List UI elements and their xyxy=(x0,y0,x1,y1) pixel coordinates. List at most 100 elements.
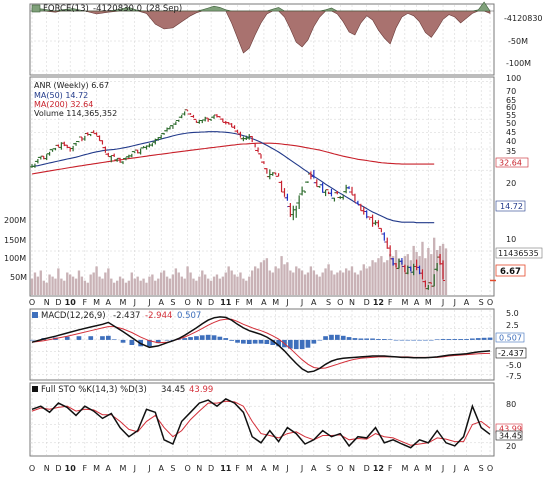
sto-k-tag-text: 34.45 xyxy=(499,432,522,441)
volume-tick-200m: 200M xyxy=(4,216,26,225)
volume-bar xyxy=(145,282,148,295)
volume-bar xyxy=(77,270,81,295)
last-price-tag xyxy=(495,264,526,277)
volume-bar xyxy=(409,260,412,295)
sto-legend-name: Full STO %K(14,3) %D(3) xyxy=(41,385,147,395)
volume-bar xyxy=(218,278,222,295)
x-axis-label: 10 xyxy=(65,298,77,307)
macd-histogram-bar xyxy=(106,335,111,340)
force-axis: -4120830 -50M -100M xyxy=(504,14,543,68)
volume-bar xyxy=(89,274,92,295)
volume-bar xyxy=(204,274,207,295)
volume-bar xyxy=(356,274,360,295)
volume-bar xyxy=(374,262,377,295)
volume-bar xyxy=(142,278,145,295)
macd-histogram-bar xyxy=(487,337,493,340)
volume-bar xyxy=(130,272,133,295)
volume-bar xyxy=(230,270,233,295)
volume-bar xyxy=(224,272,227,295)
sto-legend-k: 34.45 xyxy=(161,385,185,395)
x-axis-label: M xyxy=(93,298,100,307)
macd-histogram-bar xyxy=(147,339,152,347)
x-axis-label: F xyxy=(388,298,393,307)
x-axis-label: A xyxy=(261,464,267,473)
force-area-negative xyxy=(32,10,491,54)
volume-value-tag-text: 11436535 xyxy=(498,249,539,258)
volume-bar xyxy=(74,278,78,295)
volume-bar xyxy=(383,262,386,295)
price-bars xyxy=(30,109,496,290)
volume-bar xyxy=(139,280,142,295)
macd-histogram-bar xyxy=(446,339,452,340)
x-axis-label: J xyxy=(133,464,136,473)
sto-legend: Full STO %K(14,3) %D(3) 34.45 43.99 xyxy=(32,385,213,395)
sto-gridlines xyxy=(30,394,494,455)
volume-bar xyxy=(353,272,357,295)
x-axis-label: O xyxy=(184,464,190,473)
ma50-value-tag-text: 14.72 xyxy=(500,202,523,211)
volume-bar xyxy=(160,272,163,295)
volume-bar xyxy=(39,270,42,295)
volume-bar xyxy=(400,260,404,295)
price-tick-70: 70 xyxy=(506,87,516,96)
macd-histogram-bar xyxy=(411,339,416,341)
macd-histogram-bar xyxy=(393,339,399,341)
volume-bar xyxy=(36,276,40,295)
force-legend: FORCE(13) -4120830.0 (28 Sep) xyxy=(31,4,182,14)
macd-histogram-bar xyxy=(399,339,405,341)
macd-panel-frame xyxy=(29,308,495,381)
x-axis-label: M xyxy=(425,298,432,307)
volume-bar xyxy=(359,270,362,295)
volume-bar xyxy=(256,268,260,295)
volume-bar xyxy=(189,272,192,295)
volume-bar xyxy=(63,280,66,295)
x-axis-label: M xyxy=(93,464,100,473)
x-axis-label: N xyxy=(196,298,202,307)
volume-bar xyxy=(215,274,219,295)
volume-bar xyxy=(427,248,430,295)
volume-bar xyxy=(113,282,116,295)
x-axis-label: A xyxy=(158,298,164,307)
volume-bar xyxy=(280,256,283,295)
volume-bar xyxy=(195,280,198,295)
volume-bar xyxy=(69,274,72,295)
volume-bar xyxy=(239,272,242,295)
volume-bar xyxy=(60,278,63,295)
volume-bar xyxy=(295,266,298,295)
macd-panel: MACD(12,26,9) -2.437 -2.944 0.507 5.0 2.… xyxy=(29,308,527,381)
macd-histogram-bar xyxy=(317,339,323,341)
volume-bar xyxy=(289,270,292,295)
sto-legend-d: 43.99 xyxy=(189,385,213,395)
volume-bar xyxy=(248,276,251,295)
volume-bar xyxy=(415,252,418,295)
x-axis-label: J xyxy=(285,464,288,473)
macd-histogram-bar xyxy=(358,338,364,340)
macd-legend-name: MACD(12,26,9) xyxy=(41,311,106,321)
x-axis-label: J xyxy=(133,298,136,307)
volume-bar xyxy=(104,272,107,295)
macd-histogram-bar xyxy=(129,339,135,345)
volume-bar xyxy=(277,268,280,295)
volume-bar xyxy=(389,254,392,295)
macd-histogram-bar xyxy=(264,339,270,344)
x-axis-label: 10 xyxy=(65,464,77,473)
x-axis-label: M xyxy=(425,464,432,473)
volume-bar xyxy=(227,266,230,295)
x-axis-label: M xyxy=(401,464,408,473)
x-axis-label: J xyxy=(147,298,150,307)
volume-bar xyxy=(318,276,321,295)
volume-bar xyxy=(330,270,333,295)
macd-histogram-bar xyxy=(417,339,422,341)
macd-histogram-bar xyxy=(258,339,264,344)
volume-bar xyxy=(312,270,316,295)
volume-bar xyxy=(154,280,157,295)
price-tick-45: 45 xyxy=(506,128,516,137)
volume-bar xyxy=(242,278,245,295)
macd-histogram-bar xyxy=(481,337,487,340)
macd-histogram-bar xyxy=(241,339,246,344)
price-legend-ma200: MA(200) 32.64 xyxy=(34,100,93,109)
macd-histogram-bar xyxy=(252,339,258,344)
sto-tick-20: 20 xyxy=(506,442,516,451)
macd-histogram-bar xyxy=(246,339,252,344)
